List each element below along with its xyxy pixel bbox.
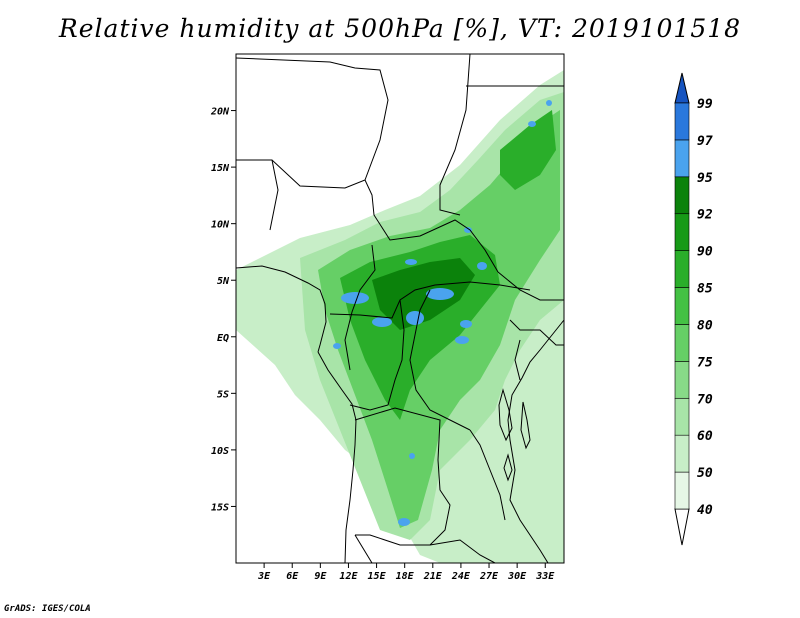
- border: [349, 299, 405, 411]
- colorbar-segment: [674, 434, 690, 473]
- colorbar-segment: [674, 397, 690, 436]
- rh-97-patch: [333, 343, 341, 349]
- colorbar-level-label: 80: [697, 318, 713, 333]
- border: [469, 429, 506, 521]
- rh-95-region: [372, 258, 475, 330]
- border: [236, 57, 389, 189]
- border: [429, 539, 496, 563]
- y-tick-label: 15N: [211, 163, 230, 174]
- colorbar-segment: [674, 102, 690, 141]
- y-tick-label: 5S: [217, 389, 229, 400]
- y-tick-label: 15S: [211, 502, 229, 513]
- rh-97-patch: [455, 336, 469, 344]
- colorbar-segment: [674, 139, 690, 178]
- x-tick-label: 24E: [451, 571, 471, 582]
- colorbar-segment: [674, 250, 690, 288]
- rh-97-patch: [464, 227, 472, 233]
- rh-90-region-north: [500, 110, 556, 190]
- border: [509, 319, 564, 346]
- y-tick-label: EQ: [217, 333, 229, 344]
- border: [354, 534, 373, 563]
- colorbar-top-arrow: [674, 72, 690, 104]
- lake: [503, 453, 513, 482]
- rh-97-patch: [398, 518, 410, 526]
- rh-97-patch: [528, 121, 536, 127]
- rh-97-patch: [372, 317, 392, 327]
- x-tick-label: 27E: [479, 571, 499, 582]
- colorbar: 40 50 60 70 75 80 85 90 92 95 97 99: [674, 72, 713, 546]
- colorbar-level-label: 85: [697, 282, 713, 297]
- border: [364, 179, 499, 273]
- colorbar-bottom-arrow: [674, 508, 690, 546]
- colorbar-level-label: 40: [697, 503, 713, 518]
- axis-ticks: 3E 6E 9E 12E 15E 18E 21E 24E 27E 30E 33E 20N 15N 10N 5…: [210, 107, 555, 582]
- border: [269, 159, 279, 231]
- colorbar-level-label: 99: [697, 97, 713, 112]
- colorbar-level-label: 60: [697, 429, 713, 444]
- map-frame: [235, 53, 565, 564]
- humidity-field: [236, 54, 564, 563]
- atlantic-coast: [317, 351, 357, 563]
- x-tick-label: 9E: [314, 571, 327, 582]
- border: [409, 289, 471, 431]
- border: [344, 244, 376, 371]
- colorbar-level-label: 75: [697, 355, 713, 370]
- rh-97-patch: [409, 453, 415, 459]
- colorbar-level-label: 97: [697, 134, 713, 149]
- x-tick-label: 33E: [535, 571, 555, 582]
- x-tick-label: 21E: [423, 571, 443, 582]
- colorbar-level-label: 70: [697, 392, 713, 407]
- x-tick-label: 18E: [396, 571, 415, 582]
- border: [514, 339, 521, 381]
- lake: [520, 401, 531, 450]
- colorbar-segment: [674, 324, 690, 362]
- rh-97-patch: [406, 311, 424, 325]
- border: [497, 271, 564, 301]
- colorbar-level-label: 90: [697, 245, 713, 260]
- colorbar-segment: [674, 213, 690, 251]
- west-african-coast: [236, 265, 327, 353]
- lake: [498, 388, 513, 442]
- rh-97-patch: [460, 320, 472, 328]
- x-tick-label: 12E: [339, 571, 358, 582]
- colorbar-level-label: 92: [697, 208, 713, 223]
- rh-97-patch: [341, 292, 369, 304]
- colorbar-segment: [674, 176, 690, 215]
- y-tick-label: 10N: [211, 220, 230, 231]
- x-tick-label: 30E: [507, 571, 527, 582]
- colorbar-segment: [674, 471, 690, 510]
- rh-97-patch: [426, 288, 454, 300]
- x-tick-label: 6E: [286, 571, 299, 582]
- y-tick-label: 10S: [211, 446, 229, 457]
- border: [354, 407, 451, 546]
- y-tick-label: 20N: [210, 107, 230, 118]
- border: [329, 281, 531, 319]
- x-tick-label: 3E: [257, 571, 271, 582]
- x-tick-label: 15E: [368, 571, 387, 582]
- colorbar-level-label: 95: [697, 171, 713, 186]
- rh-97-patch: [405, 259, 417, 265]
- rh-97-patch: [546, 100, 552, 106]
- y-tick-label: 5N: [217, 276, 230, 287]
- coastlines-and-borders: [236, 54, 564, 563]
- rh-97-patch: [477, 262, 487, 270]
- colorbar-segment: [674, 287, 690, 325]
- map-title: Relative humidity at 500hPa [%], VT: 201…: [58, 14, 742, 43]
- indian-ocean-coast: [507, 319, 564, 563]
- colorbar-level-label: 50: [697, 466, 713, 481]
- border: [439, 54, 471, 216]
- grads-credit: GrADS: IGES/COLA: [4, 604, 91, 614]
- colorbar-segment: [674, 361, 690, 399]
